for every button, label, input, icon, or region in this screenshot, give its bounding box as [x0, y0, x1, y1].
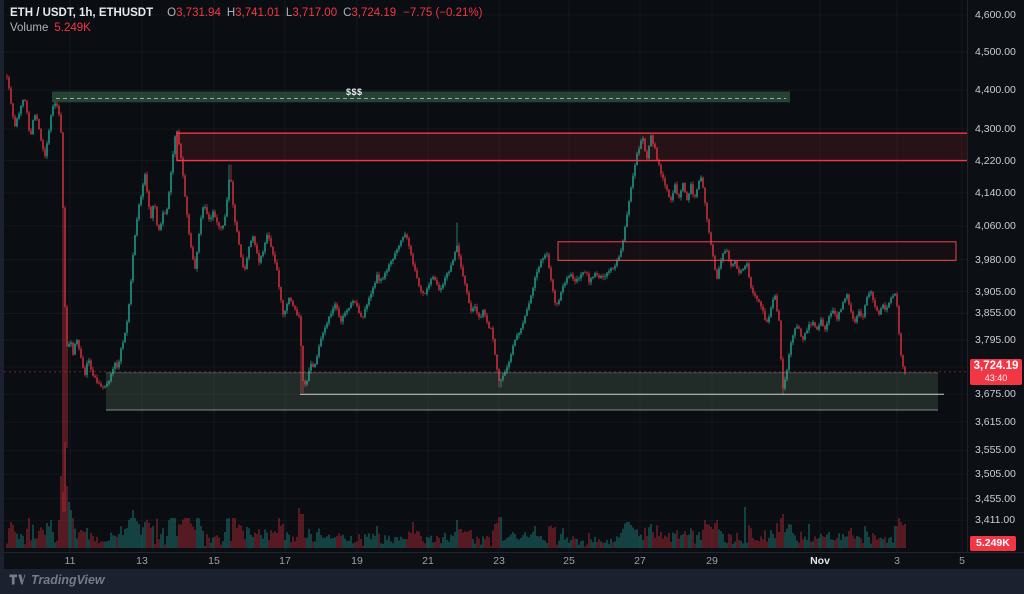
price-tick-label: 3,555.00 [975, 444, 1016, 457]
price-tick-label: 3,855.00 [975, 307, 1016, 320]
price-tick-label: 3,980.00 [975, 253, 1016, 266]
change-value: −7.75 (−0.21%) [403, 7, 483, 19]
ohlc-key: C [343, 7, 352, 19]
ohlc-values: O3,731.94 H3,741.01 L3,717.00 C3,724.19 [161, 7, 396, 19]
price-tick-label: 4,600.00 [975, 8, 1016, 21]
price-tick-label: 4,140.00 [975, 186, 1016, 199]
ohlc-value: 3,741.01 [235, 7, 280, 19]
ohlc-value: 3,731.94 [176, 7, 221, 19]
chart-pane[interactable]: ETH / USDT, 1h, ETHUSDT O3,731.94 H3,741.0… [0, 0, 1024, 552]
time-tick-label: 27 [634, 555, 646, 567]
bar-countdown: 43:40 [984, 372, 1008, 383]
money-zone-label[interactable]: $$$ [346, 87, 363, 98]
tradingview-brand-text: TradingView [31, 573, 105, 587]
time-tick-label: 19 [351, 555, 363, 567]
price-tick-label: 3,455.00 [975, 492, 1016, 505]
volume-value: 5.249K [54, 22, 91, 34]
resistance-zone-mid[interactable] [557, 241, 957, 261]
price-tick-label: 3,411.00 [975, 514, 1016, 527]
time-tick-label: 5 [959, 555, 965, 567]
bottom-toolbar: TradingView [0, 569, 1024, 594]
ohlc-key: L [285, 7, 293, 19]
candle-series [6, 73, 906, 512]
price-tick-label: 4,300.00 [975, 122, 1016, 135]
time-tick-label: 13 [136, 555, 148, 567]
price-tick-label: 4,400.00 [975, 83, 1016, 96]
volume-series [6, 442, 906, 548]
price-tick-label: 3,615.00 [975, 416, 1016, 429]
symbol-legend: ETH / USDT, 1h, ETHUSDT O3,731.94 H3,741.0… [10, 6, 482, 36]
price-tick-label: 3,795.00 [975, 333, 1016, 346]
symbol-title[interactable]: ETH / USDT, 1h, ETHUSDT [10, 7, 154, 19]
last-price-badge: 3,724.19 43:40 [970, 358, 1022, 385]
resistance-zone-upper[interactable] [176, 132, 971, 162]
time-tick-label: 29 [706, 555, 718, 567]
time-tick-label: Nov [810, 555, 830, 567]
price-tick-label: 4,500.00 [975, 46, 1016, 58]
ohlc-key: H [226, 7, 236, 19]
time-tick-label: 23 [493, 555, 505, 567]
time-tick-label: 15 [208, 555, 220, 567]
ohlc-value: 3,724.19 [351, 7, 397, 19]
price-tick-label: 3,505.00 [975, 468, 1016, 481]
volume-badge: 5.249K [970, 536, 1016, 551]
volume-label[interactable]: Volume [10, 22, 49, 34]
ohlc-value: 3,717.00 [292, 7, 338, 19]
last-price-value: 3,724.19 [973, 359, 1019, 372]
left-panel-edge [0, 0, 4, 569]
price-tick-label: 3,675.00 [975, 388, 1016, 401]
tradingview-logo-icon [9, 574, 26, 584]
tradingview-logo-link[interactable]: TradingView [9, 573, 105, 587]
price-tick-label: 4,220.00 [975, 154, 1016, 167]
price-tick-label: 4,060.00 [975, 219, 1016, 232]
time-tick-label: 11 [64, 555, 76, 567]
demand-zone[interactable] [106, 372, 938, 410]
supply-money-zone[interactable] [52, 91, 790, 103]
time-tick-label: 3 [894, 555, 900, 567]
time-axis[interactable]: 11 13 15 17 19 21 23 25 27 29 Nov 3 5 [0, 552, 1024, 570]
ohlc-key: O [167, 7, 177, 19]
time-tick-label: 25 [563, 555, 575, 567]
candlestick-chart [4, 0, 971, 552]
time-tick-label: 21 [422, 555, 434, 567]
price-axis[interactable]: 3,724.19 43:40 5.249K 4,600.00 4,500.00 4,… [967, 0, 1024, 552]
time-tick-label: 17 [279, 555, 291, 567]
price-tick-label: 3,905.00 [975, 285, 1016, 298]
